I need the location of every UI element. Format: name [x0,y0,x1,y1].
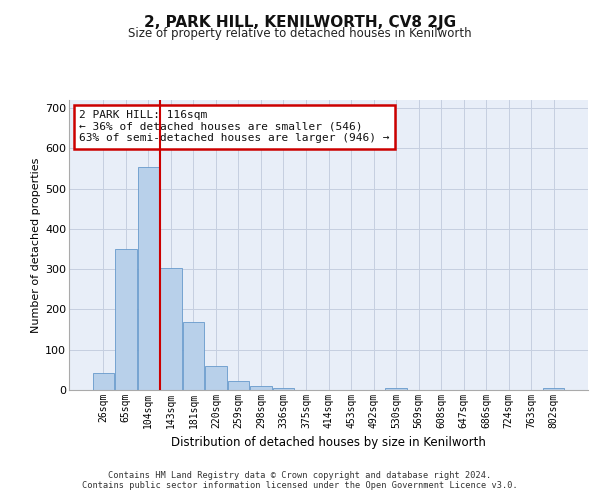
Bar [543,388,565,390]
Bar [228,381,249,390]
Text: Contains HM Land Registry data © Crown copyright and database right 2024.
Contai: Contains HM Land Registry data © Crown c… [82,470,518,490]
Bar [160,268,182,390]
Bar [250,386,272,390]
Text: Size of property relative to detached houses in Kenilworth: Size of property relative to detached ho… [128,28,472,40]
Bar [385,388,407,390]
Text: 2 PARK HILL: 116sqm
← 36% of detached houses are smaller (546)
63% of semi-detac: 2 PARK HILL: 116sqm ← 36% of detached ho… [79,110,390,144]
Bar [137,168,159,390]
Bar [92,373,114,390]
Y-axis label: Number of detached properties: Number of detached properties [31,158,41,332]
X-axis label: Distribution of detached houses by size in Kenilworth: Distribution of detached houses by size … [171,436,486,450]
Bar [115,249,137,390]
Bar [205,366,227,390]
Bar [182,322,204,390]
Bar [273,388,294,390]
Text: 2, PARK HILL, KENILWORTH, CV8 2JG: 2, PARK HILL, KENILWORTH, CV8 2JG [144,15,456,30]
